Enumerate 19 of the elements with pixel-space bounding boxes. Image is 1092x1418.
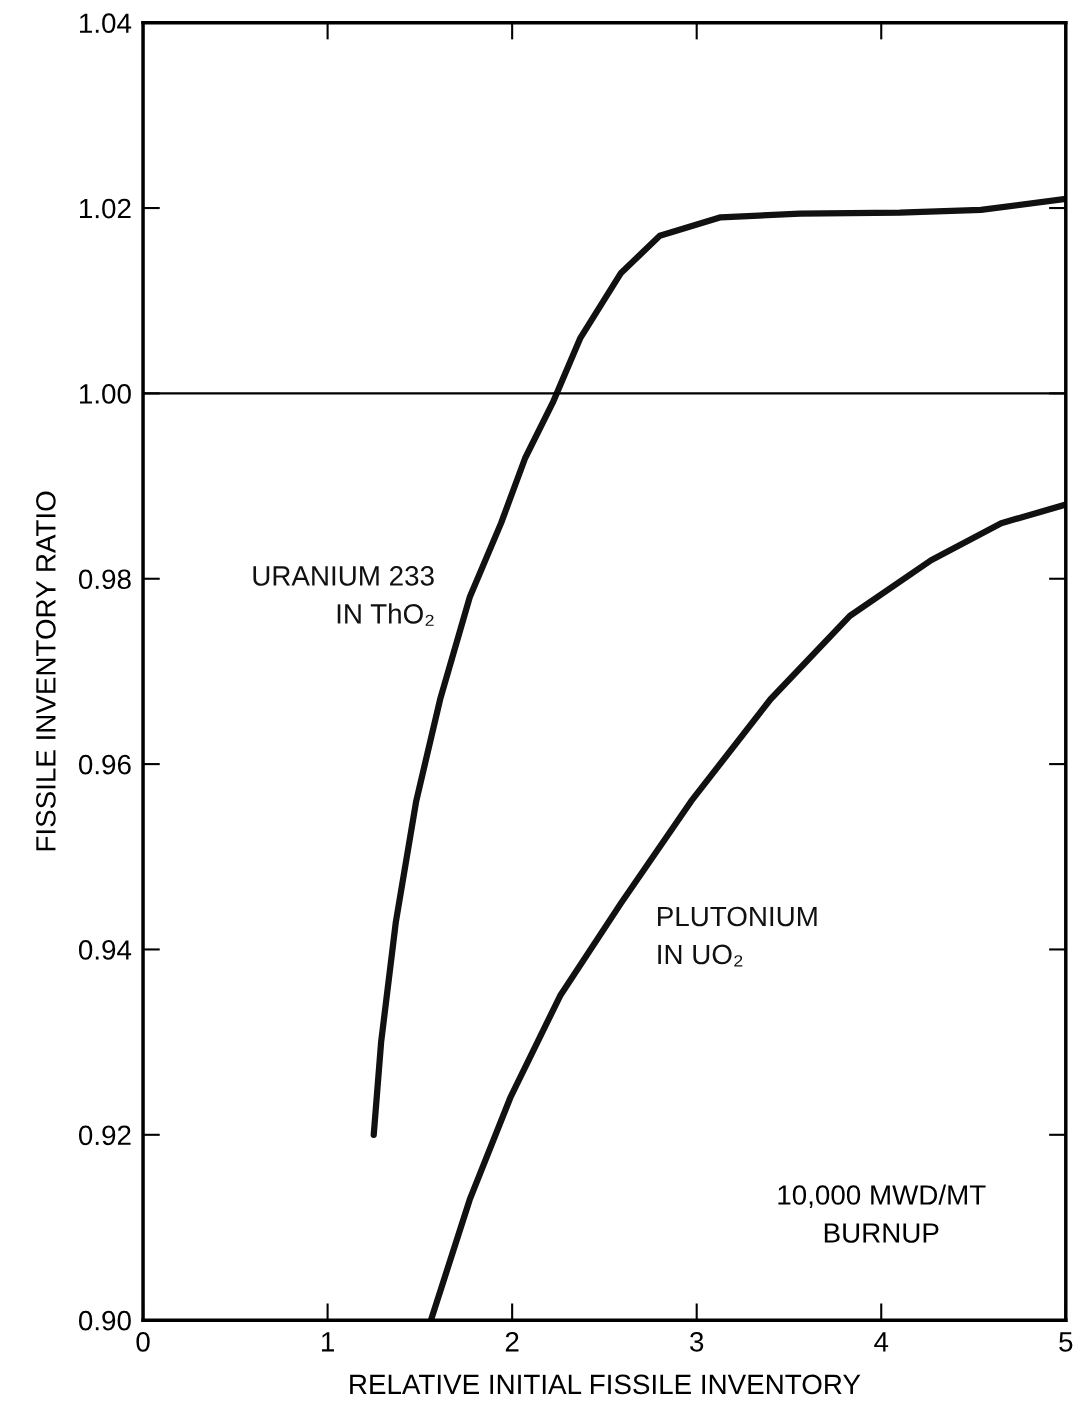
y-tick-label: 1.00 [80,384,131,404]
annotation: 10,000 MWD/MT BURNUP [778,1184,986,1243]
x-tick-label: 5 [1059,1332,1073,1352]
x-tick-label: 3 [690,1332,704,1352]
x-tick-label: 1 [321,1332,334,1352]
y-tick-label: 0.92 [78,1125,131,1146]
y-tick-label: 0.90 [78,1310,131,1331]
x-tick-label: 2 [505,1332,519,1352]
y-tick-label: 1.02 [80,198,131,219]
y-tick-label: 1.04 [80,13,132,34]
y-tick-label: 0.96 [78,754,131,775]
series-label: URANIUM 233 IN ThO₂ [253,566,434,626]
y-tick-label: 0.94 [78,940,132,960]
x-tick-label: 4 [874,1332,889,1352]
y-axis-title: FISSILE INVENTORY RATIO [36,491,56,851]
x-tick-label: 0 [136,1332,150,1352]
x-axis-title: RELATIVE INITIAL FISSILE INVENTORY [350,1374,861,1395]
y-tick-label: 0.98 [78,569,131,590]
series-label: PLUTONIUM IN UO₂ [658,906,817,967]
